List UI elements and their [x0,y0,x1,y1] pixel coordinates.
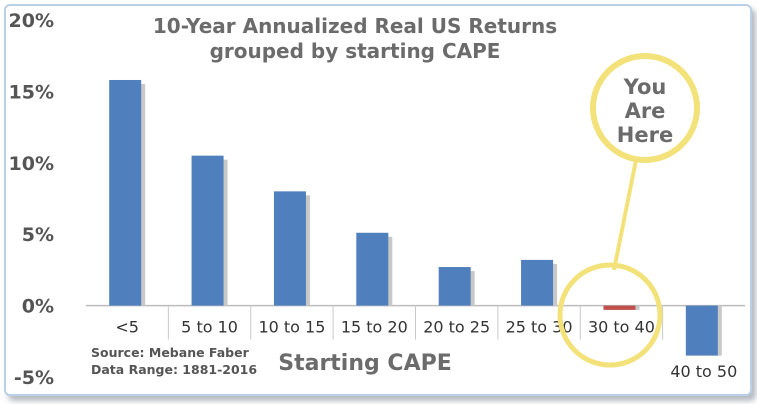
data-range-note: Data Range: 1881-2016 [91,362,257,377]
bar-6 [521,259,554,306]
bar-4 [356,232,389,306]
highlight-ring [557,262,663,368]
x-tick-label: 40 to 50 [670,362,737,381]
source-note: Source: Mebane Faber [91,345,250,360]
bar-1 [109,79,142,306]
bar-3 [273,191,306,306]
callout-line-you: You [623,75,667,99]
chart-title: 10-Year Annualized Real US Returns [153,14,557,38]
you-are-here-callout: You Are Here [557,53,700,368]
bar-7 [603,305,636,310]
y-tick-label: 0% [22,296,54,318]
callout-line-are: Are [625,99,666,123]
callout-pointer [612,159,638,271]
y-tick-label: -5% [14,367,54,389]
y-tick-label: 10% [9,153,54,175]
chart-subtitle: grouped by starting CAPE [210,39,501,63]
y-tick-label: 5% [22,224,54,246]
x-tick-label: 10 to 15 [258,318,325,337]
y-tick-label: 20% [9,10,54,32]
x-axis-title: Starting CAPE [278,351,452,376]
bar-5 [438,267,471,306]
x-tick-label: 20 to 25 [423,318,490,337]
x-tick-label: 5 to 10 [181,318,238,337]
x-tick-label: 30 to 40 [588,318,655,337]
labels-layer: <5 5 to 10 10 to 15 15 to 20 20 to 25 25 to 3… [115,318,737,381]
bar-2 [191,155,224,306]
x-tick-label: 15 to 20 [341,318,408,337]
callout-line-here: Here [617,123,673,147]
bars-layer [109,79,722,356]
bar-8 [685,305,718,356]
x-tick-label: <5 [115,318,139,337]
callout-bubble [590,53,700,163]
x-tick-label: 25 to 30 [506,318,573,337]
y-tick-label: 15% [9,81,54,103]
